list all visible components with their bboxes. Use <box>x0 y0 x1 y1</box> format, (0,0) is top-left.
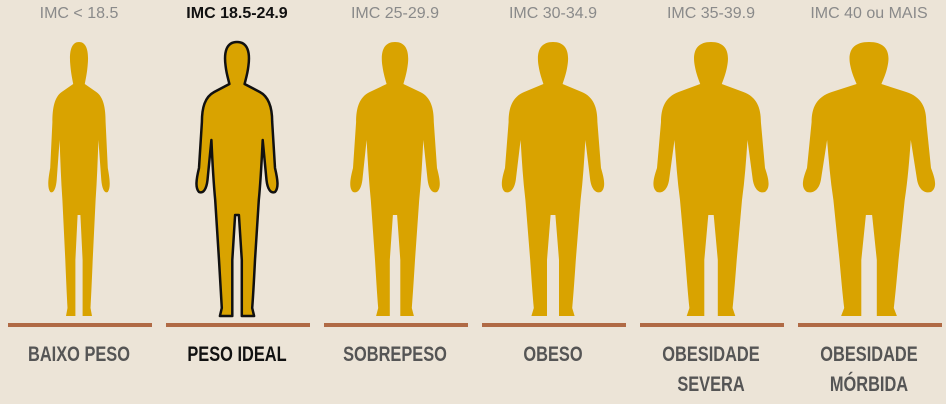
body-silhouette-icon <box>653 42 769 316</box>
category-label: OBESIDADE SEVERA <box>649 340 772 400</box>
body-silhouette-icon <box>195 40 279 318</box>
bmi-range-label: IMC < 18.5 <box>39 5 119 22</box>
category-label-line: BAIXO PESO <box>28 343 130 366</box>
category-label: SOBREPESO <box>333 340 456 370</box>
category-label-line: OBESO <box>523 343 583 366</box>
category-label: PESO IDEAL <box>175 340 298 370</box>
silhouette-shape <box>501 42 605 316</box>
category-divider-bar <box>482 323 626 327</box>
silhouette-shape <box>350 42 440 316</box>
silhouette-shape <box>653 42 769 316</box>
bmi-range-label: IMC 40 ou MAIS <box>810 5 928 22</box>
bmi-range-label: IMC 35-39.9 <box>666 5 756 22</box>
category-obesidade-severa: IMC 35-39.9 OBESIDADE SEVERA <box>632 0 790 404</box>
body-silhouette-icon <box>350 42 440 316</box>
category-label-line: OBESIDADE <box>662 343 760 366</box>
category-divider-bar <box>166 323 310 327</box>
category-label-line: SOBREPESO <box>343 343 447 366</box>
category-label: BAIXO PESO <box>17 340 140 370</box>
body-silhouette-icon <box>501 42 605 316</box>
category-sobrepeso: IMC 25-29.9 SOBREPESO <box>316 0 474 404</box>
silhouette-shape <box>195 40 279 318</box>
category-label-line: SEVERA <box>677 373 745 396</box>
category-obeso: IMC 30-34.9 OBESO <box>474 0 632 404</box>
category-divider-bar <box>798 323 942 327</box>
category-label: OBESO <box>491 340 614 370</box>
body-silhouette-icon <box>48 42 110 316</box>
category-label-line: MÓRBIDA <box>829 373 909 396</box>
category-label-line: OBESIDADE <box>820 343 918 366</box>
category-divider-bar <box>8 323 152 327</box>
category-peso-ideal: IMC 18.5-24.9 PESO IDEAL <box>158 0 316 404</box>
category-divider-bar <box>640 323 784 327</box>
category-obesidade-morbida: IMC 40 ou MAIS OBESIDADE MÓRBIDA <box>790 0 946 404</box>
bmi-range-label: IMC 25-29.9 <box>350 5 440 22</box>
category-baixo-peso: IMC < 18.5 BAIXO PESO <box>0 0 158 404</box>
body-silhouette-icon <box>802 42 936 316</box>
silhouette-shape <box>48 42 110 316</box>
category-divider-bar <box>324 323 468 327</box>
bmi-range-label: IMC 18.5-24.9 <box>186 5 288 22</box>
silhouette-shape <box>802 42 936 316</box>
category-label-line: PESO IDEAL <box>187 343 287 366</box>
bmi-range-label: IMC 30-34.9 <box>508 5 598 22</box>
category-label: OBESIDADE MÓRBIDA <box>807 340 930 400</box>
